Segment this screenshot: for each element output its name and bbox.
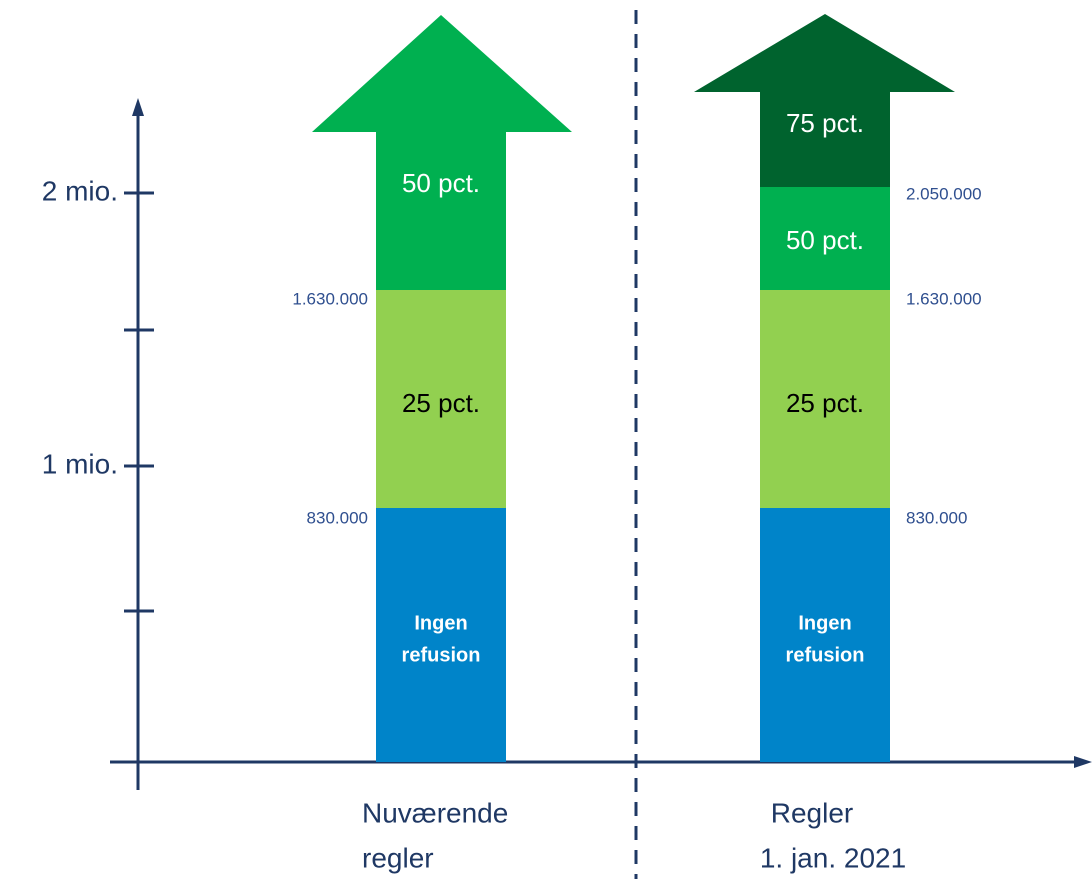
segment-label: 25 pct. [402, 388, 480, 418]
segment-label: 75 pct. [786, 108, 864, 138]
segment-label: refusion [786, 644, 865, 666]
column-label: Nuværende [362, 797, 508, 828]
segment [760, 290, 890, 508]
threshold: 830.000 [307, 508, 368, 527]
segment [376, 290, 506, 508]
x-arrowhead [1074, 756, 1092, 768]
axes [110, 110, 1082, 790]
threshold: 830.000 [906, 508, 967, 527]
segment [760, 508, 890, 762]
y-arrowhead [132, 98, 144, 116]
segment-label: 50 pct. [786, 225, 864, 255]
column-label: Regler [771, 797, 853, 828]
segment [760, 187, 890, 290]
arrow-segment [694, 14, 955, 187]
arrow-segment [312, 15, 572, 290]
threshold: 1.630.000 [292, 289, 368, 308]
segment [376, 508, 506, 762]
column-label: 1. jan. 2021 [760, 842, 906, 873]
column-label: regler [362, 842, 434, 873]
segment-label: refusion [402, 644, 481, 666]
threshold: 2.050.000 [906, 184, 982, 203]
segment-label: Ingen [798, 612, 851, 634]
segment-label: 50 pct. [402, 168, 480, 198]
segment-label: Ingen [414, 612, 467, 634]
tick-label: 2 mio. [42, 175, 118, 206]
threshold: 1.630.000 [906, 289, 982, 308]
tick-label: 1 mio. [42, 448, 118, 479]
segment-label: 25 pct. [786, 388, 864, 418]
